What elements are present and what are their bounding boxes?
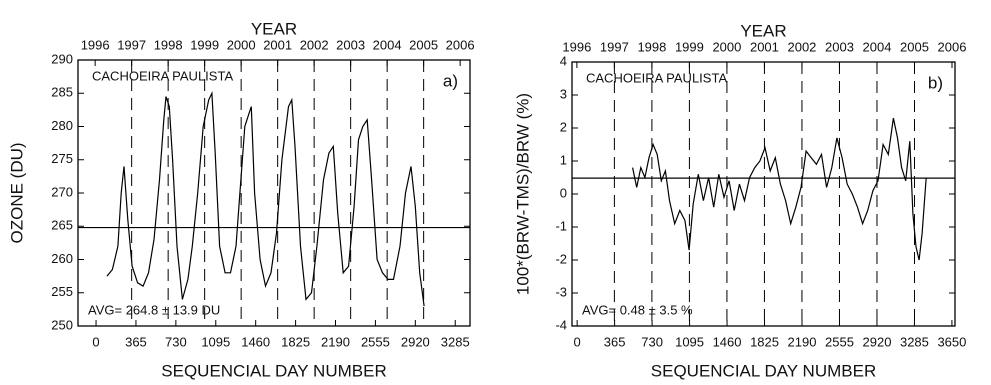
y-tick-label: 0 xyxy=(560,185,567,200)
y-tick-label: 260 xyxy=(51,251,73,266)
average-annotation: AVG= 0.48 ± 3.5 % xyxy=(582,302,693,317)
x2-tick-label: 1997 xyxy=(600,39,629,54)
y-tick-label: 3 xyxy=(560,86,567,101)
x2-tick-label: 1997 xyxy=(117,37,146,52)
x-tick-label: 2920 xyxy=(863,334,892,349)
x2-tick-label: 2003 xyxy=(336,37,365,52)
data-line xyxy=(106,90,425,307)
x2-tick-label: 2003 xyxy=(825,39,854,54)
x-tick-label: 0 xyxy=(92,334,99,349)
x2-tick-label: 1999 xyxy=(190,37,219,52)
x-axis-title: SEQUENCIAL DAY NUMBER xyxy=(161,361,386,380)
y-tick-label: 1 xyxy=(560,152,567,167)
x-tick-label: 3285 xyxy=(900,334,929,349)
x2-tick-label: 2005 xyxy=(900,39,929,54)
x-tick-label: 365 xyxy=(125,334,147,349)
x2-tick-label: 2005 xyxy=(409,37,438,52)
x-tick-label: 2190 xyxy=(321,334,350,349)
x-tick-label: 1825 xyxy=(281,334,310,349)
x-tick-label: 1095 xyxy=(201,334,230,349)
y-tick-label: 290 xyxy=(51,51,73,66)
x2-tick-label: 1999 xyxy=(675,39,704,54)
x2-tick-label: 2004 xyxy=(863,39,892,54)
y-tick-label: -1 xyxy=(555,218,567,233)
x-tick-label: 2555 xyxy=(361,334,390,349)
panel-label: b) xyxy=(928,73,943,92)
y-tick-label: -4 xyxy=(555,317,567,332)
x2-tick-label: 2006 xyxy=(938,39,967,54)
y-tick-label: 270 xyxy=(51,184,73,199)
x-tick-label: 1460 xyxy=(713,334,742,349)
y-tick-label: 250 xyxy=(51,317,73,332)
y-tick-label: -2 xyxy=(555,251,567,266)
top-axis-title: YEAR xyxy=(740,21,786,40)
top-axis-title: YEAR xyxy=(251,19,297,38)
x-tick-label: 1460 xyxy=(241,334,270,349)
x-tick-label: 2190 xyxy=(788,334,817,349)
x-tick-label: 0 xyxy=(574,334,581,349)
y-tick-label: -3 xyxy=(555,284,567,299)
x2-tick-label: 1996 xyxy=(81,37,110,52)
x-tick-label: 1825 xyxy=(750,334,779,349)
y-axis-title: 100*(BRW-TMS)/BRW (%) xyxy=(513,93,532,295)
x2-tick-label: 2004 xyxy=(373,37,402,52)
x-tick-label: 3650 xyxy=(937,334,966,349)
y-tick-label: 2 xyxy=(560,119,567,134)
x-tick-label: 2920 xyxy=(401,334,430,349)
x-axis-title: SEQUENCIAL DAY NUMBER xyxy=(651,361,876,380)
x2-tick-label: 2006 xyxy=(446,37,475,52)
plot-frame xyxy=(77,59,471,327)
x2-tick-label: 1996 xyxy=(562,39,591,54)
x-tick-label: 730 xyxy=(641,334,663,349)
panel-label: a) xyxy=(443,71,458,90)
x2-tick-label: 2000 xyxy=(712,39,741,54)
y-axis-title: OZONE (DU) xyxy=(7,142,26,243)
data-line xyxy=(632,117,927,261)
x2-tick-label: 1998 xyxy=(637,39,666,54)
x-tick-label: 730 xyxy=(165,334,187,349)
x-tick-label: 2555 xyxy=(825,334,854,349)
x-tick-label: 3285 xyxy=(441,334,470,349)
station-label: CACHOEIRA PAULISTA xyxy=(92,68,233,83)
x-tick-label: 365 xyxy=(604,334,626,349)
x-tick-label: 1095 xyxy=(675,334,704,349)
x2-tick-label: 2002 xyxy=(787,39,816,54)
x2-tick-label: 1998 xyxy=(154,37,183,52)
y-tick-label: 285 xyxy=(51,85,73,100)
station-label: CACHOEIRA PAULISTA xyxy=(586,70,727,85)
y-tick-label: 280 xyxy=(51,118,73,133)
x2-tick-label: 2001 xyxy=(750,39,779,54)
y-tick-label: 255 xyxy=(51,284,73,299)
y-tick-label: 265 xyxy=(51,218,73,233)
x2-tick-label: 2002 xyxy=(300,37,329,52)
y-tick-label: 275 xyxy=(51,151,73,166)
average-annotation: AVG= 264.8 ± 13.9 DU xyxy=(88,302,220,317)
plot-frame xyxy=(571,61,956,327)
x2-tick-label: 2000 xyxy=(227,37,256,52)
x2-tick-label: 2001 xyxy=(263,37,292,52)
y-tick-label: 4 xyxy=(560,53,567,68)
